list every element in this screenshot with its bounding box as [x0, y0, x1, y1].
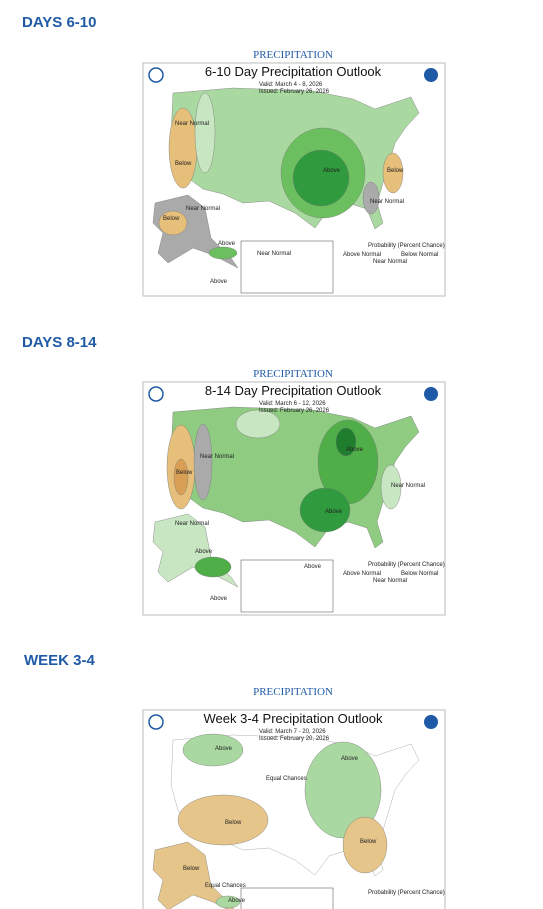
outlook-map: 8-14 Day Precipitation Outlook Valid: Mar… — [142, 381, 446, 616]
hawaii-box — [240, 240, 334, 294]
region-label: Above — [346, 447, 364, 453]
hawaii-box — [240, 559, 334, 613]
region-label: Near Normal — [370, 199, 404, 205]
region-label: Near Normal — [186, 206, 220, 212]
map-region — [304, 741, 382, 839]
legend-text: Below Normal — [401, 571, 438, 577]
legend-text: Near Normal — [373, 578, 407, 584]
map-region — [193, 423, 213, 501]
region-label: Below — [183, 866, 200, 872]
map-title: Week 3-4 Precipitation Outlook — [204, 711, 383, 726]
section-label: PRECIPITATION — [253, 686, 333, 698]
section-label: PRECIPITATION — [253, 368, 333, 380]
region-label: Below — [163, 216, 180, 222]
map-region — [173, 458, 189, 496]
region-label: Below — [225, 820, 242, 826]
region-label: Above — [210, 279, 228, 285]
map-region — [292, 149, 350, 207]
outlook-map: 6-10 Day Precipitation Outlook Valid: Mar… — [142, 62, 446, 297]
map-region — [235, 409, 281, 439]
legend-text: Probability (Percent Chance) — [368, 562, 445, 568]
region-label: Near Normal — [200, 454, 234, 460]
section-heading: DAYS 8-14 — [22, 334, 97, 351]
region-label: Below — [387, 168, 404, 174]
region-label: Above — [210, 596, 228, 602]
noaa-logo — [424, 68, 438, 82]
map-valid: Valid: March 6 - 12, 2026 — [259, 401, 326, 407]
region-label: Above — [218, 241, 236, 247]
legend-text: Below Normal — [401, 252, 438, 258]
map-region — [158, 210, 188, 236]
map-title: 6-10 Day Precipitation Outlook — [205, 64, 382, 79]
map-region — [177, 794, 269, 846]
map-region — [342, 816, 388, 874]
region-label: Above — [341, 756, 359, 762]
map-issued: Issued: February 26, 2026 — [259, 89, 330, 95]
hawaii-box — [240, 887, 334, 909]
region-label: Equal Chances — [266, 776, 307, 782]
region-label: Near Normal — [175, 121, 209, 127]
map-valid: Valid: March 4 - 8, 2026 — [259, 82, 323, 88]
map-valid: Valid: March 7 - 20, 2026 — [259, 729, 326, 735]
map-region — [152, 841, 235, 909]
doc-logo — [148, 386, 164, 402]
noaa-logo — [424, 715, 438, 729]
doc-logo — [148, 714, 164, 730]
map-region — [335, 427, 357, 457]
map-region — [208, 246, 238, 260]
map-region — [194, 556, 232, 578]
map-region — [362, 181, 380, 215]
region-label: Above — [325, 509, 343, 515]
map-region — [168, 107, 198, 189]
noaa-logo — [424, 387, 438, 401]
outlook-map: Week 3-4 Precipitation Outlook Valid: Mar… — [142, 709, 446, 909]
map-region — [299, 487, 351, 533]
legend-text: Above Normal — [343, 252, 381, 258]
region-label: Near Normal — [391, 483, 425, 489]
region-label: Below — [360, 839, 377, 845]
section-heading: WEEK 3-4 — [24, 652, 96, 669]
region-label: Above — [323, 168, 341, 174]
map-region — [382, 152, 404, 194]
legend-text: Probability (Percent Chance) — [368, 890, 445, 896]
legend-text: Probability (Percent Chance) — [368, 243, 445, 249]
region-label: Above — [304, 564, 322, 570]
region-label: Above — [195, 549, 213, 555]
map-issued: Issued: February 20, 2026 — [259, 736, 330, 742]
map-region — [194, 92, 216, 174]
region-label: Above — [215, 746, 233, 752]
map-title: 8-14 Day Precipitation Outlook — [205, 383, 382, 398]
map-region — [182, 733, 244, 767]
region-label: Near Normal — [175, 521, 209, 527]
doc-logo — [148, 67, 164, 83]
map-region — [380, 464, 402, 510]
section-label: PRECIPITATION — [253, 49, 333, 61]
legend-text: Near Normal — [373, 259, 407, 265]
region-label: Above — [228, 898, 246, 904]
legend-text: Above Normal — [343, 571, 381, 577]
region-label: Equal Chances — [205, 883, 246, 889]
map-issued: Issued: February 26, 2026 — [259, 408, 330, 414]
region-label: Below — [176, 470, 193, 476]
region-label: Below — [175, 161, 192, 167]
region-label: Near Normal — [257, 251, 291, 257]
section-heading: DAYS 6-10 — [22, 14, 97, 31]
map-region — [215, 895, 241, 909]
